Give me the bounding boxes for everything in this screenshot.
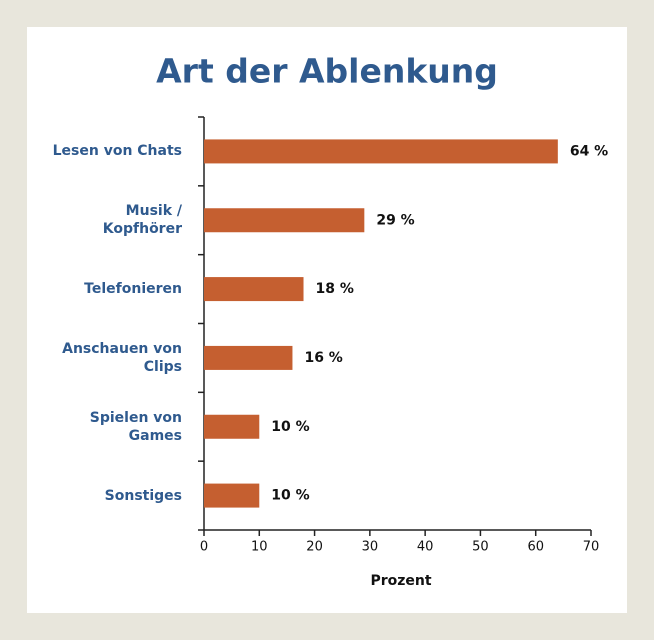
value-label: 18 % xyxy=(316,281,354,297)
value-label: 10 % xyxy=(271,419,309,435)
bar xyxy=(204,208,365,233)
y-tick-label: Telefonieren xyxy=(84,281,182,298)
x-tick-label: 0 xyxy=(200,540,208,555)
bar xyxy=(204,277,304,302)
y-tick-label: Anschauen von Clips xyxy=(62,340,182,375)
bar xyxy=(204,139,558,164)
x-tick-label: 50 xyxy=(472,540,489,555)
y-tick-label: Musik / Kopfhörer xyxy=(102,203,182,238)
x-axis-label: Prozent xyxy=(370,573,431,589)
x-tick-label: 70 xyxy=(583,540,600,555)
x-tick-label: 10 xyxy=(251,540,268,555)
y-tick-label: Sonstiges xyxy=(104,487,182,504)
bar xyxy=(204,414,260,439)
x-tick-label: 30 xyxy=(362,540,379,555)
x-tick-label: 60 xyxy=(527,540,544,555)
bar xyxy=(204,483,260,508)
panel xyxy=(27,27,627,613)
value-label: 16 % xyxy=(304,350,342,366)
value-label: 29 % xyxy=(376,212,414,228)
chart-title: Art der Ablenkung xyxy=(156,52,498,91)
x-tick-label: 40 xyxy=(417,540,434,555)
x-tick-label: 20 xyxy=(306,540,323,555)
value-label: 64 % xyxy=(570,143,608,159)
y-tick-label: Lesen von Chats xyxy=(52,143,182,160)
value-label: 10 % xyxy=(271,488,309,504)
y-tick-label: Spielen von Games xyxy=(89,409,182,444)
bar xyxy=(204,345,293,370)
